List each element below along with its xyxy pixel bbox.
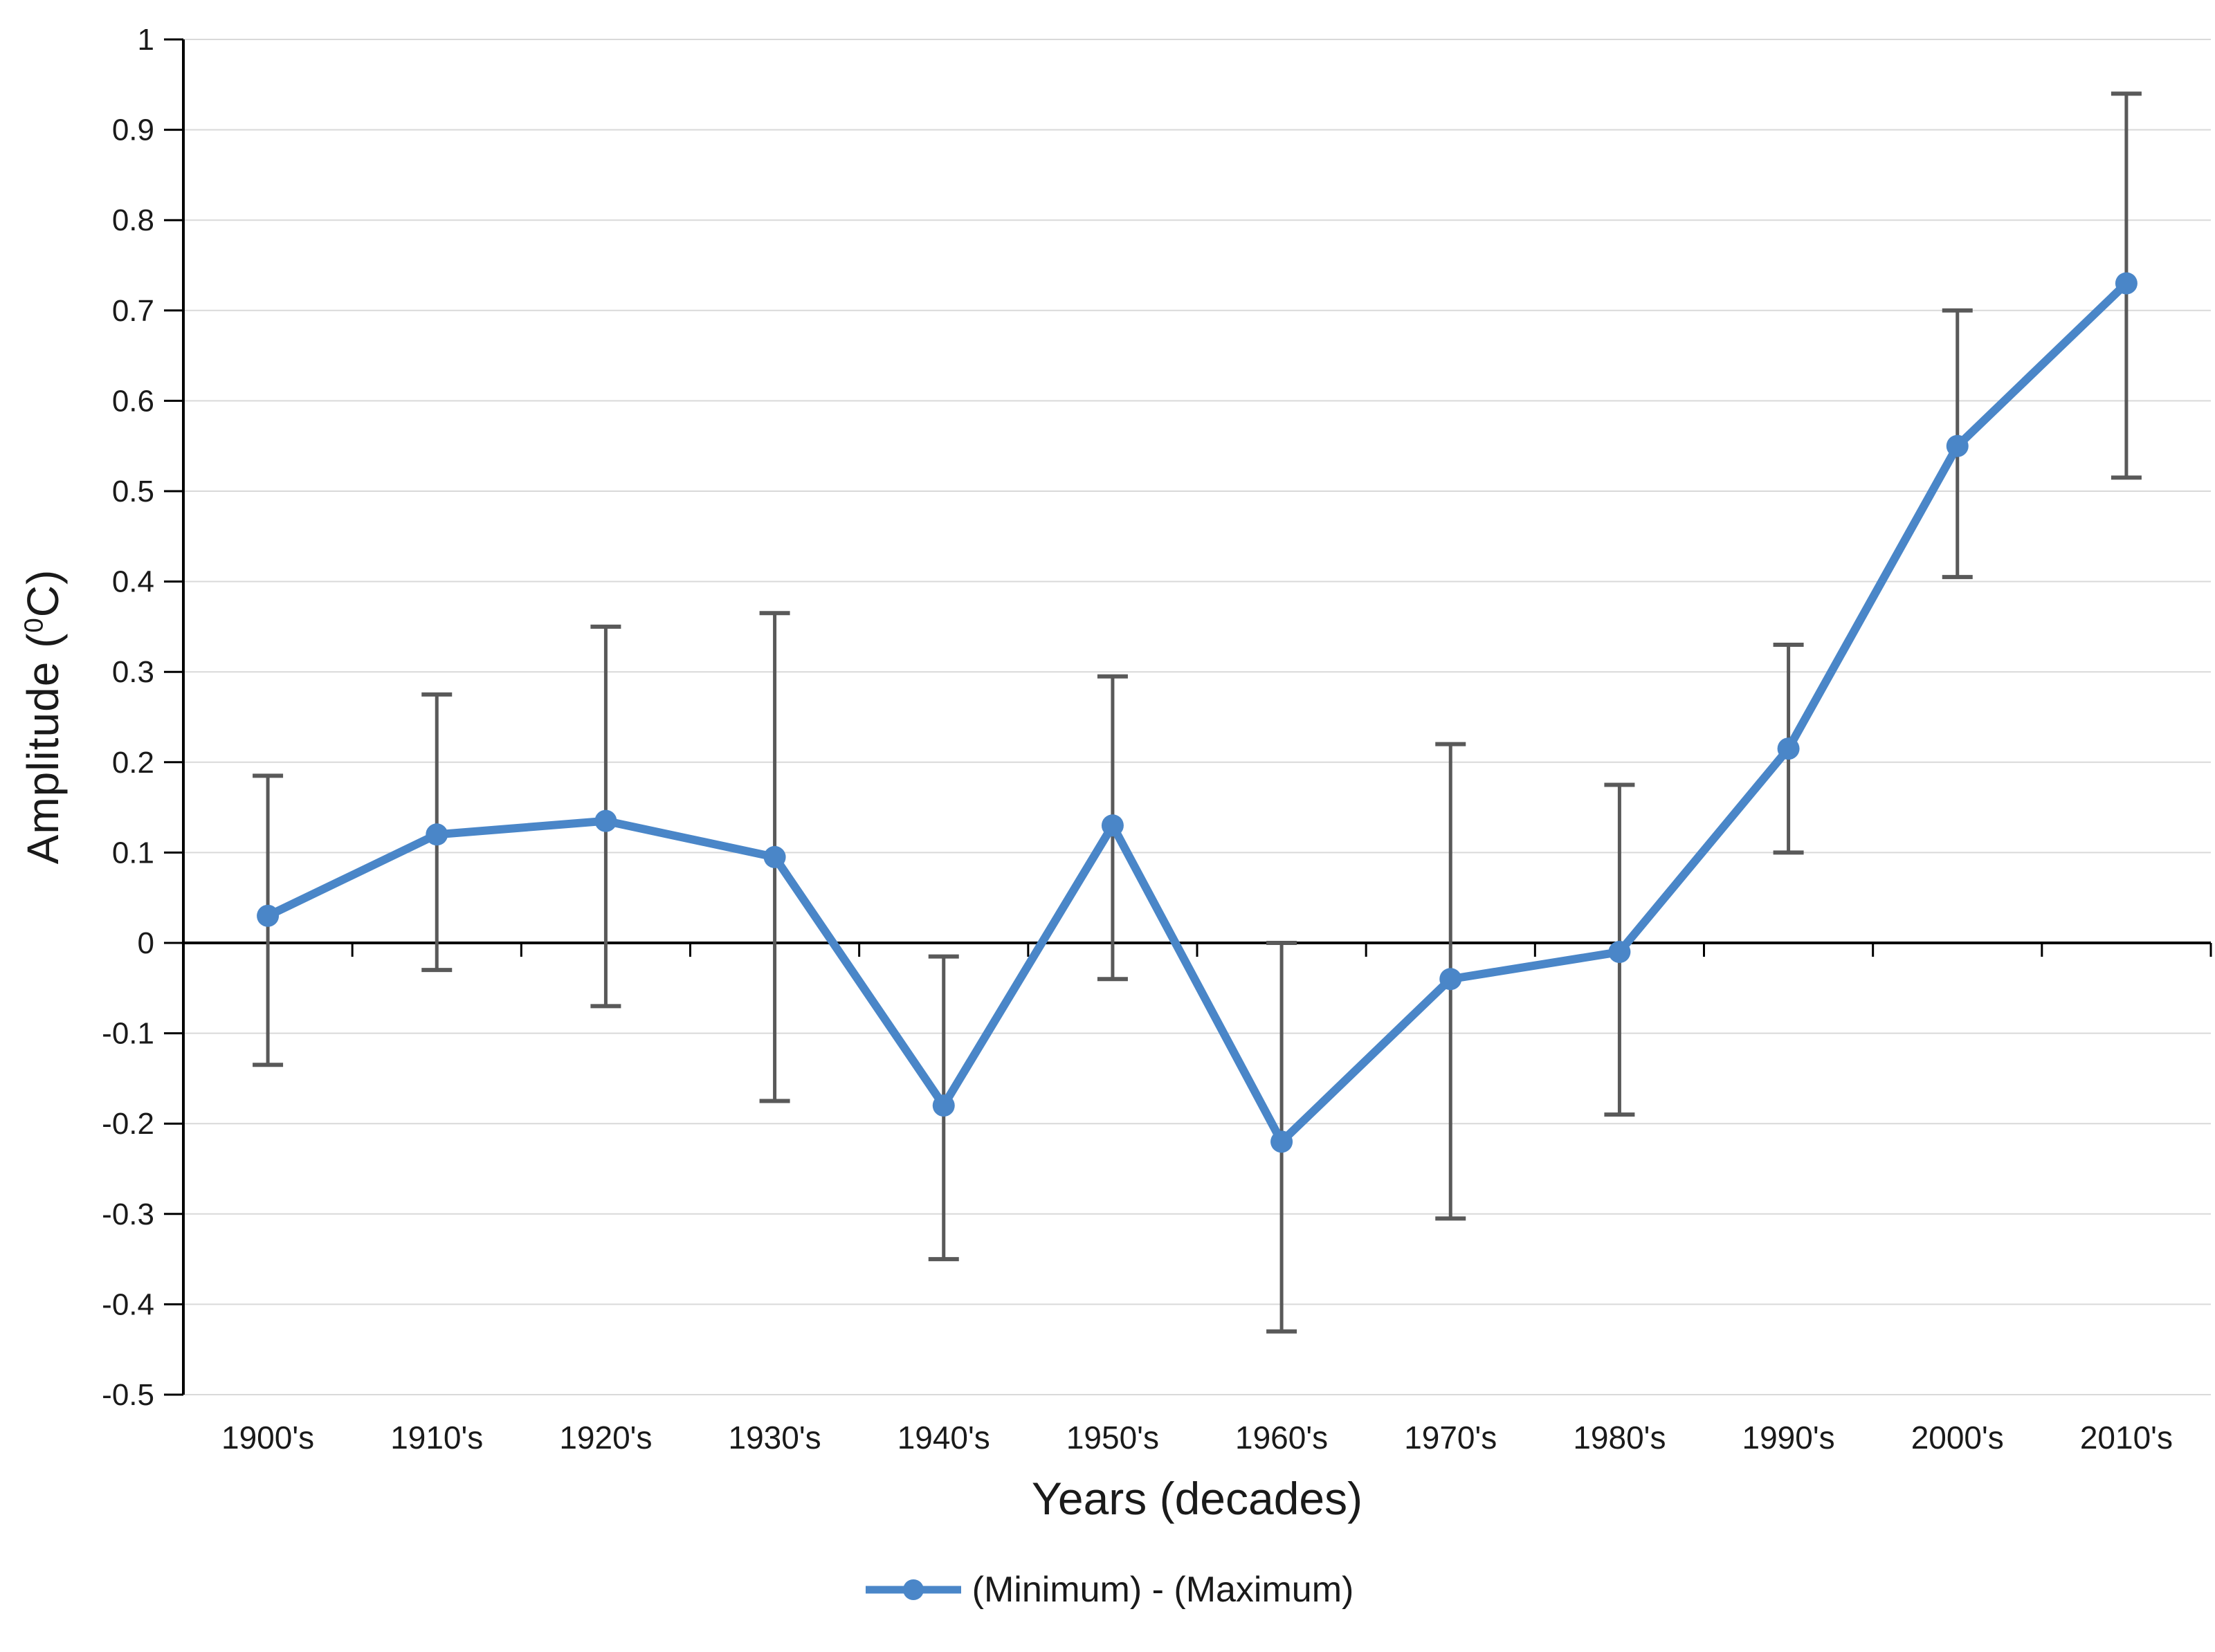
data-point [1101,814,1124,837]
x-category-label: 1960's [1235,1420,1328,1456]
y-tick-label: 0.5 [112,475,154,508]
x-category-labels: 1900's 1910's 1920's 1930's 1940's 1950's 1960… [221,1420,2173,1456]
y-tick-label: 0.3 [112,655,154,689]
y-tick-label: -0.3 [102,1197,154,1231]
data-point [763,845,786,868]
x-category-label: 2000's [1911,1420,2004,1456]
x-category-label: 1900's [221,1420,314,1456]
x-category-label: 2010's [2080,1420,2173,1456]
y-axis-title-text: Amplitude ( [18,632,68,865]
error-bars [253,91,2142,1334]
x-category-label: 1980's [1573,1420,1666,1456]
y-tick-label: 0.1 [112,836,154,870]
data-point [1270,1130,1293,1153]
x-axis-title: Years (decades) [1031,1473,1363,1524]
y-tick-labels: 1 0.9 0.8 0.7 0.6 0.5 0.4 0.3 0.2 0.1 0 -0.1 -0.2 -0.… [102,23,154,1412]
data-point [257,904,280,927]
x-category-label: 1940's [897,1420,990,1456]
data-point [594,809,617,832]
y-tick-label: 1 [138,23,154,57]
y-tick-label: -0.1 [102,1017,154,1051]
axis-tick-marks [164,38,2212,1396]
series-line [264,279,2131,1146]
y-tick-label: 0 [138,926,154,960]
gridlines [183,39,2211,1395]
y-tick-label: 0.4 [112,565,154,599]
y-tick-label: 0.9 [112,113,154,147]
legend-line-marker-icon [865,1579,961,1600]
x-category-label: 1950's [1066,1420,1159,1456]
y-axis-title: Amplitude (0C) [17,569,69,865]
y-tick-label: 0.6 [112,384,154,418]
x-category-label: 1970's [1404,1420,1497,1456]
y-axis-title-superscript: 0 [19,617,49,633]
y-tick-label: 0.7 [112,294,154,328]
data-point [426,823,448,846]
y-tick-label: 0.8 [112,203,154,237]
legend-label: (Minimum) - (Maximum) [972,1570,1354,1610]
legend: (Minimum) - (Maximum) [0,1569,2215,1610]
y-tick-label: 0.2 [112,746,154,780]
y-tick-label: -0.4 [102,1287,154,1321]
x-category-label: 1990's [1742,1420,1835,1456]
data-point [1439,968,1462,991]
data-point [1777,737,1800,760]
data-point [932,1094,955,1117]
y-tick-label: -0.2 [102,1107,154,1141]
x-category-label: 1920's [559,1420,652,1456]
data-point [1946,434,1969,457]
x-category-label: 1910's [390,1420,483,1456]
data-point [2115,272,2137,295]
x-category-label: 1930's [729,1420,821,1456]
series-markers [257,272,2137,1153]
y-axis-title-suffix: C) [18,569,68,618]
data-point [1608,941,1631,964]
y-tick-label: -0.5 [102,1378,154,1412]
